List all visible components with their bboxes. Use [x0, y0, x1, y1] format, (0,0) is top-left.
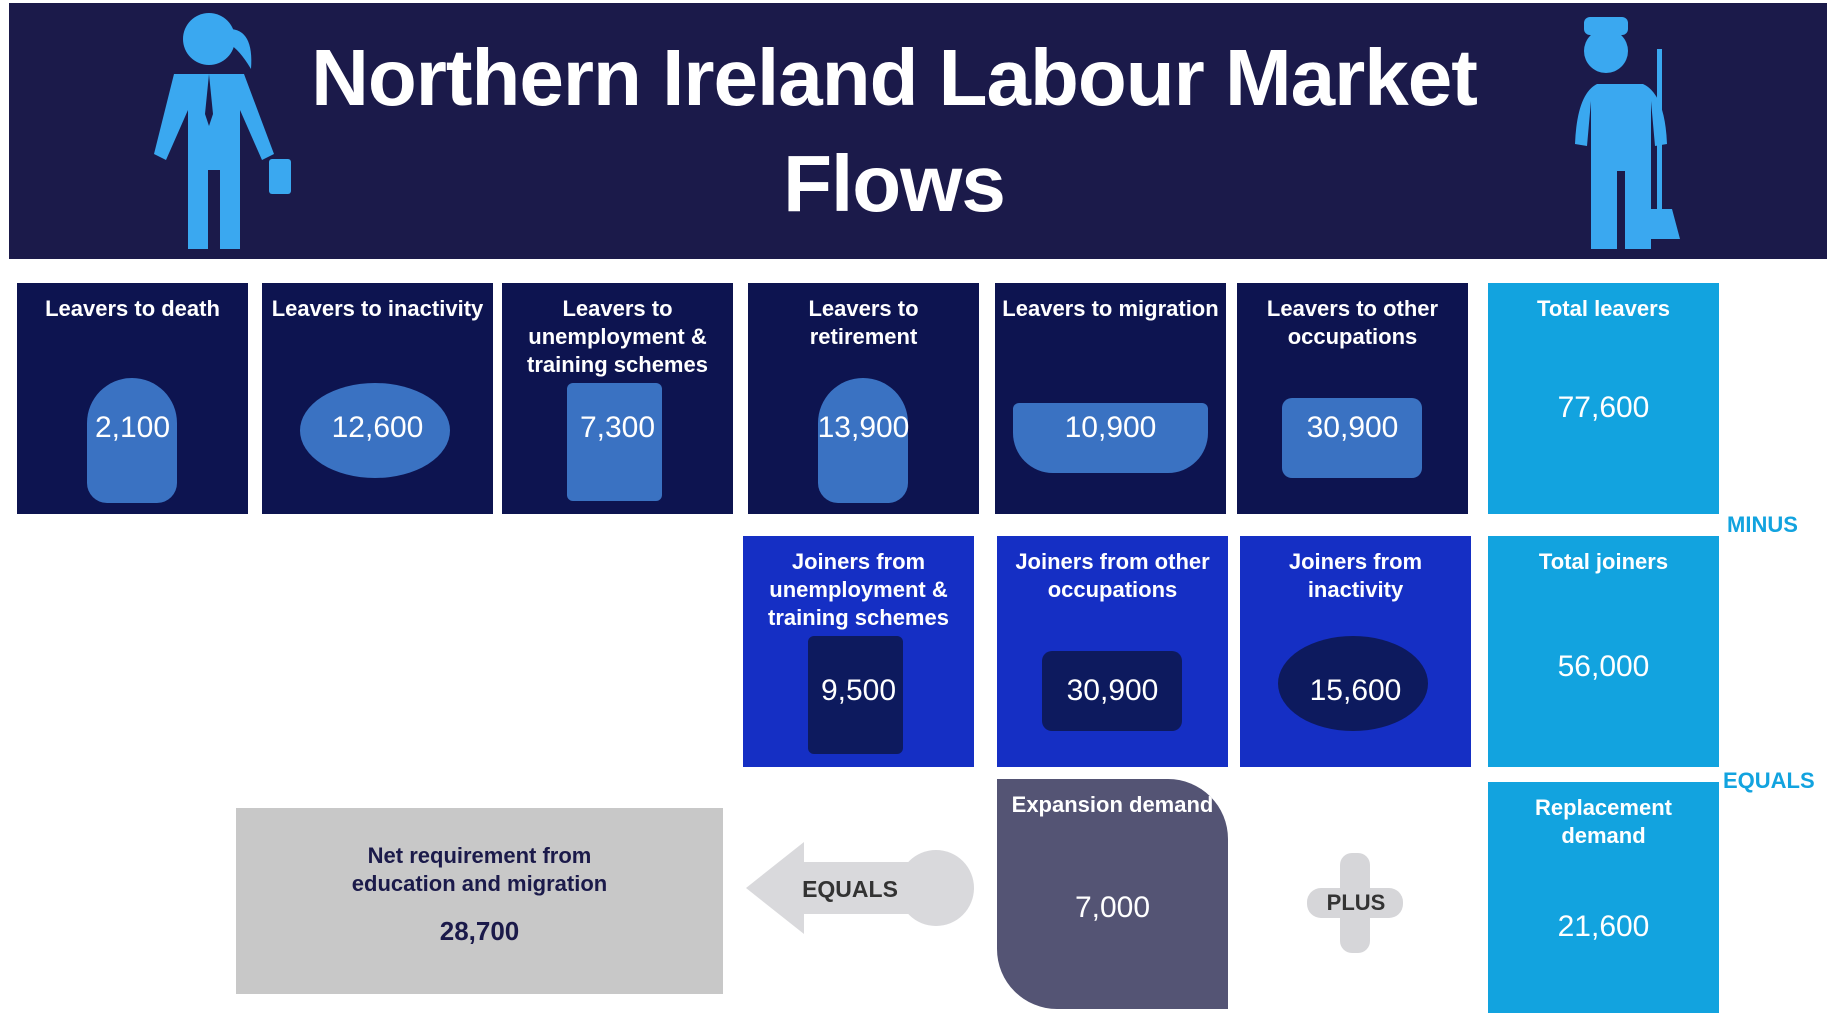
replacement-box: Replacement demand 21,600: [1488, 782, 1719, 1013]
box-label: Leavers to death: [21, 295, 244, 323]
total-leavers-box: Total leavers 77,600: [1488, 283, 1719, 514]
leaver-box: Leavers to inactivity 12,600: [262, 283, 493, 514]
page: Northern Ireland Labour Market Flows Lea…: [0, 0, 1827, 1013]
equals-text: EQUALS: [790, 876, 910, 903]
box-label: Expansion demand: [1001, 791, 1224, 819]
joiner-box: Joiners from inactivity 15,600: [1240, 536, 1471, 767]
box-value: 12,600: [262, 411, 493, 445]
box-value: 13,900: [748, 411, 979, 445]
box-label: Leavers to unemployment & training schem…: [506, 295, 729, 379]
box-value: 30,900: [1237, 411, 1468, 445]
box-value: 7,000: [997, 891, 1228, 925]
box-label: Leavers to migration: [999, 295, 1222, 323]
box-label: Leavers to inactivity: [266, 295, 489, 323]
leaver-box: Leavers to death 2,100: [17, 283, 248, 514]
box-label: Total leavers: [1492, 295, 1715, 323]
box-value: 21,600: [1488, 910, 1719, 944]
box-label: Joiners from unemployment & training sch…: [747, 548, 970, 632]
box-value: 2,100: [17, 411, 248, 445]
minus-label: MINUS: [1727, 512, 1798, 538]
box-value: 9,500: [743, 674, 974, 708]
box-label: Joiners from other occupations: [1001, 548, 1224, 604]
box-label: Joiners from inactivity: [1244, 548, 1467, 604]
leaver-box: Leavers to unemployment & training schem…: [502, 283, 733, 514]
total-joiners-box: Total joiners 56,000: [1488, 536, 1719, 767]
box-value: 77,600: [1488, 391, 1719, 425]
box-value: 7,300: [502, 411, 733, 445]
box-value: 28,700: [236, 916, 723, 947]
woman-icon: [129, 9, 299, 249]
box-value: 15,600: [1240, 674, 1471, 708]
joiner-box: Joiners from unemployment & training sch…: [743, 536, 974, 767]
box-label: Replacement demand: [1492, 794, 1715, 850]
leaver-box: Leavers to other occupations 30,900: [1237, 283, 1468, 514]
leaver-box: Leavers to retirement 13,900: [748, 283, 979, 514]
box-value: 10,900: [995, 411, 1226, 445]
leaver-box: Leavers to migration 10,900: [995, 283, 1226, 514]
expansion-box: Expansion demand 7,000: [997, 779, 1228, 1009]
worker-icon: [1529, 9, 1699, 249]
box-label: Leavers to retirement: [752, 295, 975, 351]
box-value: 56,000: [1488, 650, 1719, 684]
joiner-box: Joiners from other occupations 30,900: [997, 536, 1228, 767]
box-label: Leavers to other occupations: [1241, 295, 1464, 351]
equals-label: EQUALS: [1723, 768, 1815, 794]
header: Northern Ireland Labour Market Flows: [9, 3, 1827, 259]
title: Northern Ireland Labour Market Flows: [309, 25, 1479, 237]
plus-text: PLUS: [1306, 890, 1406, 916]
box-label: Total joiners: [1492, 548, 1715, 576]
net-requirement-box: Net requirement from education and migra…: [236, 808, 723, 994]
box-label: Net requirement from education and migra…: [336, 842, 623, 898]
box-value: 30,900: [997, 674, 1228, 708]
